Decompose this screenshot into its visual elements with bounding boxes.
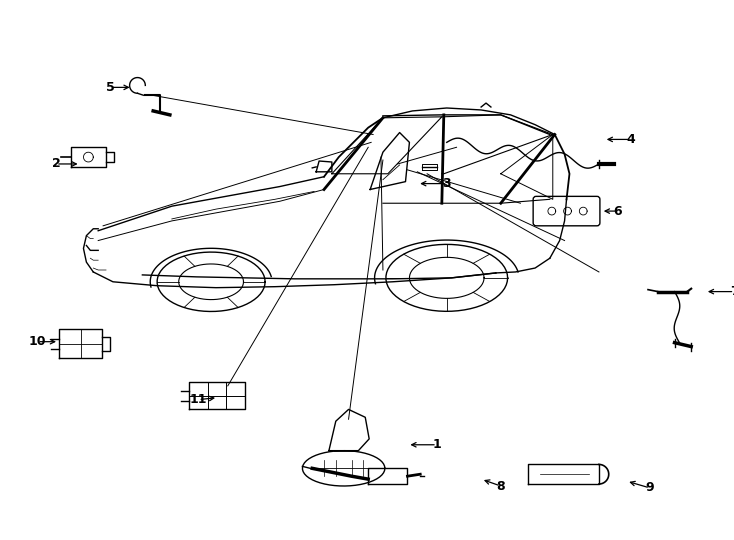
Text: 2: 2: [51, 158, 60, 171]
Text: 4: 4: [626, 133, 635, 146]
Text: 3: 3: [443, 177, 451, 190]
Text: 7: 7: [730, 285, 734, 298]
Text: 11: 11: [189, 393, 207, 406]
Text: 1: 1: [432, 438, 441, 451]
Text: 8: 8: [496, 480, 505, 492]
Text: 9: 9: [646, 482, 654, 495]
Text: 6: 6: [614, 205, 622, 218]
Text: 5: 5: [106, 81, 115, 94]
Text: 10: 10: [29, 335, 46, 348]
